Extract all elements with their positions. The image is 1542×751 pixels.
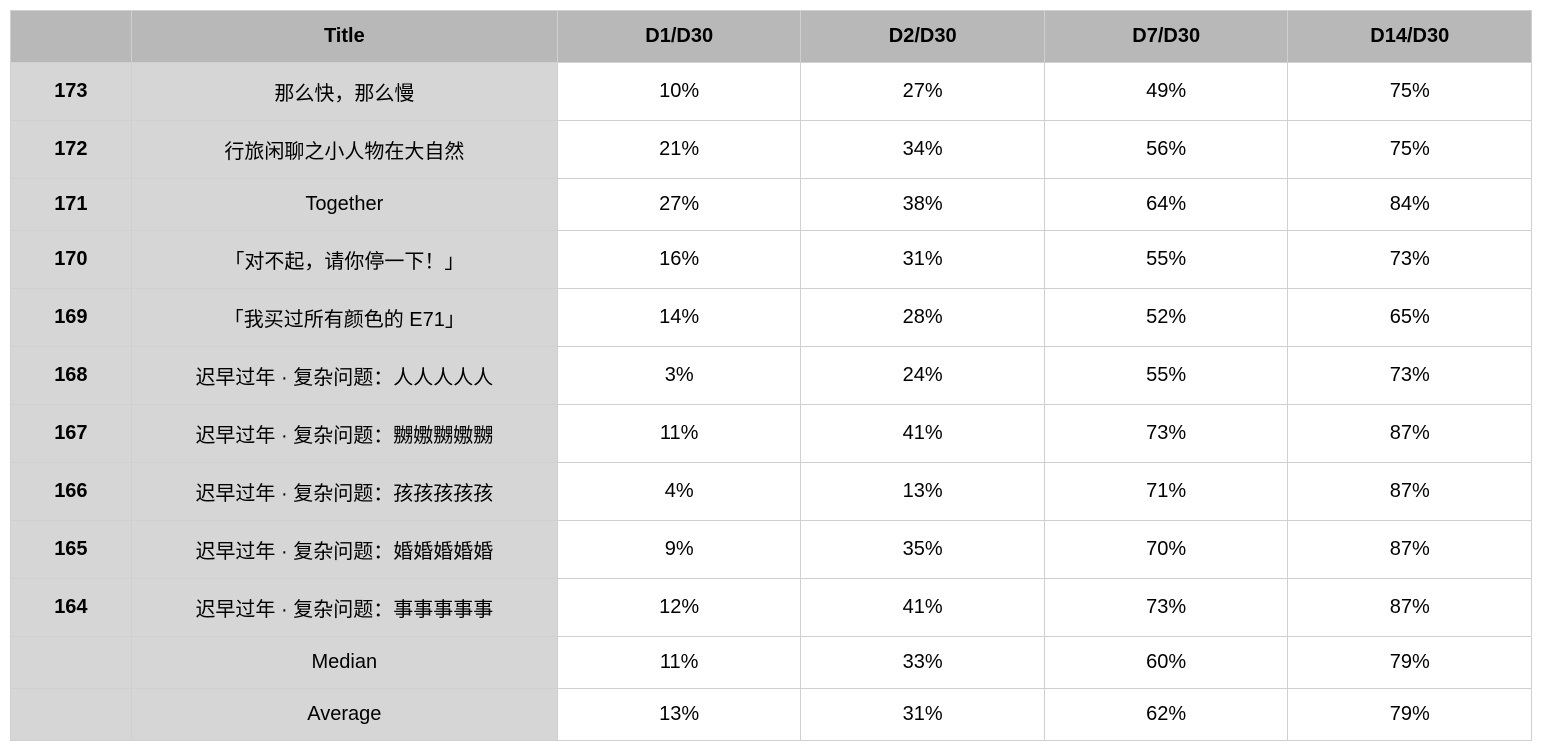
cell-d2: 28% xyxy=(801,289,1045,347)
table-row: 170 「对不起，请你停一下！」 16% 31% 55% 73% xyxy=(10,231,1532,289)
cell-d2: 27% xyxy=(801,63,1045,121)
cell-title: 行旅闲聊之小人物在大自然 xyxy=(132,121,558,179)
table-row: 171 Together 27% 38% 64% 84% xyxy=(10,179,1532,231)
cell-id: 164 xyxy=(10,579,132,637)
cell-d1: 4% xyxy=(558,463,802,521)
cell-d14: 84% xyxy=(1288,179,1532,231)
table-row: 166 迟早过年 · 复杂问题：孩孩孩孩孩 4% 13% 71% 87% xyxy=(10,463,1532,521)
cell-title: 那么快，那么慢 xyxy=(132,63,558,121)
cell-title: 「我买过所有颜色的 E71」 xyxy=(132,289,558,347)
cell-d14: 75% xyxy=(1288,63,1532,121)
cell-d1: 14% xyxy=(558,289,802,347)
cell-id xyxy=(10,689,132,741)
cell-d7: 62% xyxy=(1045,689,1289,741)
cell-d2: 35% xyxy=(801,521,1045,579)
header-d2: D2/D30 xyxy=(801,10,1045,63)
table-row: 167 迟早过年 · 复杂问题：嬲嫐嬲嫐嬲 11% 41% 73% 87% xyxy=(10,405,1532,463)
cell-d2: 24% xyxy=(801,347,1045,405)
data-table: Title D1/D30 D2/D30 D7/D30 D14/D30 173 那… xyxy=(10,10,1532,741)
cell-d14: 87% xyxy=(1288,405,1532,463)
cell-d1: 11% xyxy=(558,405,802,463)
cell-d7: 56% xyxy=(1045,121,1289,179)
summary-row-median: Median 11% 33% 60% 79% xyxy=(10,637,1532,689)
cell-d1: 27% xyxy=(558,179,802,231)
cell-id: 165 xyxy=(10,521,132,579)
cell-id: 166 xyxy=(10,463,132,521)
cell-d7: 60% xyxy=(1045,637,1289,689)
table-row: 169 「我买过所有颜色的 E71」 14% 28% 52% 65% xyxy=(10,289,1532,347)
cell-d7: 49% xyxy=(1045,63,1289,121)
table-row: 168 迟早过年 · 复杂问题：人人人人人 3% 24% 55% 73% xyxy=(10,347,1532,405)
cell-title: Average xyxy=(132,689,558,741)
cell-d2: 34% xyxy=(801,121,1045,179)
cell-id: 171 xyxy=(10,179,132,231)
table-row: 165 迟早过年 · 复杂问题：婚婚婚婚婚 9% 35% 70% 87% xyxy=(10,521,1532,579)
cell-d2: 13% xyxy=(801,463,1045,521)
header-row: Title D1/D30 D2/D30 D7/D30 D14/D30 xyxy=(10,10,1532,63)
header-id xyxy=(10,10,132,63)
cell-d14: 73% xyxy=(1288,231,1532,289)
cell-title: 迟早过年 · 复杂问题：嬲嫐嬲嫐嬲 xyxy=(132,405,558,463)
cell-d2: 31% xyxy=(801,231,1045,289)
cell-title: 「对不起，请你停一下！」 xyxy=(132,231,558,289)
table-row: 173 那么快，那么慢 10% 27% 49% 75% xyxy=(10,63,1532,121)
table-row: 164 迟早过年 · 复杂问题：事事事事事 12% 41% 73% 87% xyxy=(10,579,1532,637)
cell-d7: 64% xyxy=(1045,179,1289,231)
cell-id: 170 xyxy=(10,231,132,289)
cell-d14: 79% xyxy=(1288,637,1532,689)
cell-id: 168 xyxy=(10,347,132,405)
table-row: 172 行旅闲聊之小人物在大自然 21% 34% 56% 75% xyxy=(10,121,1532,179)
cell-title: 迟早过年 · 复杂问题：事事事事事 xyxy=(132,579,558,637)
cell-title: Together xyxy=(132,179,558,231)
header-d7: D7/D30 xyxy=(1045,10,1289,63)
cell-d14: 87% xyxy=(1288,579,1532,637)
table-body: 173 那么快，那么慢 10% 27% 49% 75% 172 行旅闲聊之小人物… xyxy=(10,63,1532,741)
cell-d2: 31% xyxy=(801,689,1045,741)
cell-d7: 73% xyxy=(1045,405,1289,463)
cell-d14: 87% xyxy=(1288,463,1532,521)
cell-id: 167 xyxy=(10,405,132,463)
header-d14: D14/D30 xyxy=(1288,10,1532,63)
cell-d7: 52% xyxy=(1045,289,1289,347)
cell-d14: 87% xyxy=(1288,521,1532,579)
cell-d14: 79% xyxy=(1288,689,1532,741)
cell-d7: 71% xyxy=(1045,463,1289,521)
cell-d2: 41% xyxy=(801,405,1045,463)
cell-title: Median xyxy=(132,637,558,689)
table-header: Title D1/D30 D2/D30 D7/D30 D14/D30 xyxy=(10,10,1532,63)
cell-d2: 41% xyxy=(801,579,1045,637)
cell-d1: 10% xyxy=(558,63,802,121)
cell-d14: 75% xyxy=(1288,121,1532,179)
cell-d7: 73% xyxy=(1045,579,1289,637)
cell-d1: 21% xyxy=(558,121,802,179)
cell-d1: 12% xyxy=(558,579,802,637)
header-d1: D1/D30 xyxy=(558,10,802,63)
summary-row-average: Average 13% 31% 62% 79% xyxy=(10,689,1532,741)
cell-id: 169 xyxy=(10,289,132,347)
cell-id: 173 xyxy=(10,63,132,121)
cell-d7: 70% xyxy=(1045,521,1289,579)
cell-d2: 33% xyxy=(801,637,1045,689)
cell-d1: 16% xyxy=(558,231,802,289)
cell-d7: 55% xyxy=(1045,231,1289,289)
cell-d1: 13% xyxy=(558,689,802,741)
cell-title: 迟早过年 · 复杂问题：孩孩孩孩孩 xyxy=(132,463,558,521)
cell-d1: 11% xyxy=(558,637,802,689)
cell-id xyxy=(10,637,132,689)
cell-title: 迟早过年 · 复杂问题：人人人人人 xyxy=(132,347,558,405)
cell-d1: 3% xyxy=(558,347,802,405)
cell-d14: 73% xyxy=(1288,347,1532,405)
cell-title: 迟早过年 · 复杂问题：婚婚婚婚婚 xyxy=(132,521,558,579)
cell-d7: 55% xyxy=(1045,347,1289,405)
cell-id: 172 xyxy=(10,121,132,179)
cell-d1: 9% xyxy=(558,521,802,579)
header-title: Title xyxy=(132,10,558,63)
cell-d14: 65% xyxy=(1288,289,1532,347)
cell-d2: 38% xyxy=(801,179,1045,231)
